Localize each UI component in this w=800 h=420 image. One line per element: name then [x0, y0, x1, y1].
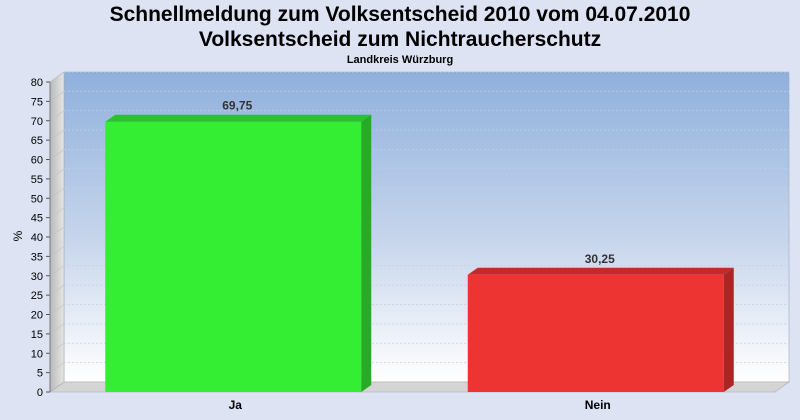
- chart-subtitle: Volksentscheid zum Nichtraucherschutz: [198, 28, 602, 51]
- bar-top-nein: [467, 267, 734, 275]
- y-tick-label: 75: [31, 96, 43, 108]
- gridline-side: [49, 129, 65, 141]
- gridline-side: [49, 207, 65, 218]
- gridline-side: [49, 71, 65, 83]
- gridline-side: [49, 226, 65, 238]
- gridline-side: [49, 246, 65, 257]
- bar-side-ja: [361, 114, 372, 392]
- chart-region-label: Landkreis Würzburg: [346, 54, 454, 66]
- y-tick-label: 55: [31, 174, 43, 186]
- y-tick-label: 80: [31, 77, 43, 89]
- y-tick-label: 35: [31, 251, 43, 263]
- gridline-side: [49, 265, 65, 276]
- y-tick-label: 40: [31, 232, 43, 244]
- chart-title: Schnellmeldung zum Volksentscheid 2010 v…: [109, 3, 691, 26]
- y-tick-label: 25: [31, 290, 43, 302]
- gridline-side: [49, 304, 65, 315]
- gridline-side: [49, 91, 65, 102]
- bar-nein: [467, 274, 724, 392]
- gridline-side: [49, 110, 65, 121]
- y-tick-label: 5: [37, 368, 43, 380]
- y-tick-label: 50: [31, 193, 43, 205]
- bar-top-ja: [105, 114, 372, 122]
- y-tick-label: 70: [31, 116, 43, 128]
- gridline-side: [49, 323, 65, 335]
- y-tick-label: 0: [37, 387, 43, 399]
- bar-side-nein: [723, 267, 734, 392]
- bar-ja: [105, 121, 362, 392]
- y-tick-label: 65: [31, 135, 43, 147]
- y-tick-label: 60: [31, 155, 43, 167]
- gridline-side: [49, 149, 65, 160]
- y-tick-label: 20: [31, 310, 43, 322]
- y-axis-label: %: [11, 230, 25, 241]
- gridline-side: [49, 284, 65, 296]
- y-tick-label: 10: [31, 348, 43, 360]
- gridline-side: [49, 362, 65, 373]
- data-label: 30,25: [585, 252, 615, 266]
- gridline-side: [49, 168, 65, 180]
- y-tick-label: 15: [31, 329, 43, 341]
- gridline-side: [49, 188, 65, 199]
- gridline-side: [49, 343, 65, 354]
- x-tick-label: Ja: [229, 398, 243, 412]
- x-tick-label: Nein: [585, 398, 611, 412]
- y-tick-label: 30: [31, 271, 43, 283]
- data-label: 69,75: [222, 99, 252, 113]
- y-tick-label: 45: [31, 213, 43, 225]
